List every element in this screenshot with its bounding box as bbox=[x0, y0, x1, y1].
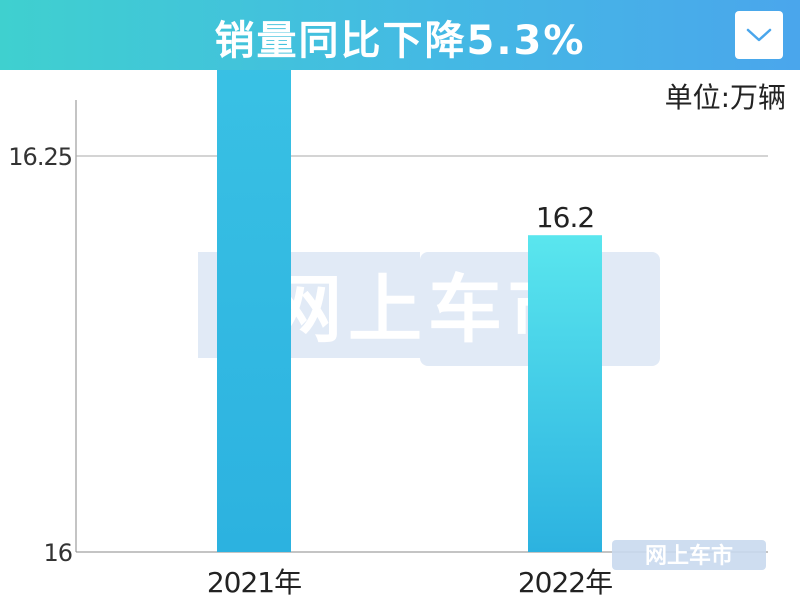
bar-2021年 bbox=[217, 70, 291, 552]
x-tick-label: 2022年 bbox=[518, 566, 612, 599]
x-tick-label: 2021年 bbox=[207, 566, 301, 599]
bar-chart: 网上车市 1616.2516.516.751717.12021年16.22022… bbox=[8, 70, 768, 599]
dropdown-button[interactable] bbox=[735, 11, 783, 59]
bar-2022年 bbox=[528, 235, 602, 552]
page-title: 销量同比下降5.3% bbox=[214, 18, 586, 64]
chevron-down-icon bbox=[746, 28, 772, 42]
small-watermark-text: 网上车市 bbox=[645, 543, 733, 569]
unit-label: 单位:万辆 bbox=[664, 81, 786, 114]
header-bar: 销量同比下降5.3% bbox=[0, 0, 800, 70]
y-tick-label: 16 bbox=[43, 539, 72, 567]
y-tick-label: 16.25 bbox=[8, 143, 72, 171]
small-watermark: 网上车市 bbox=[612, 540, 766, 570]
data-label: 16.2 bbox=[536, 201, 594, 234]
